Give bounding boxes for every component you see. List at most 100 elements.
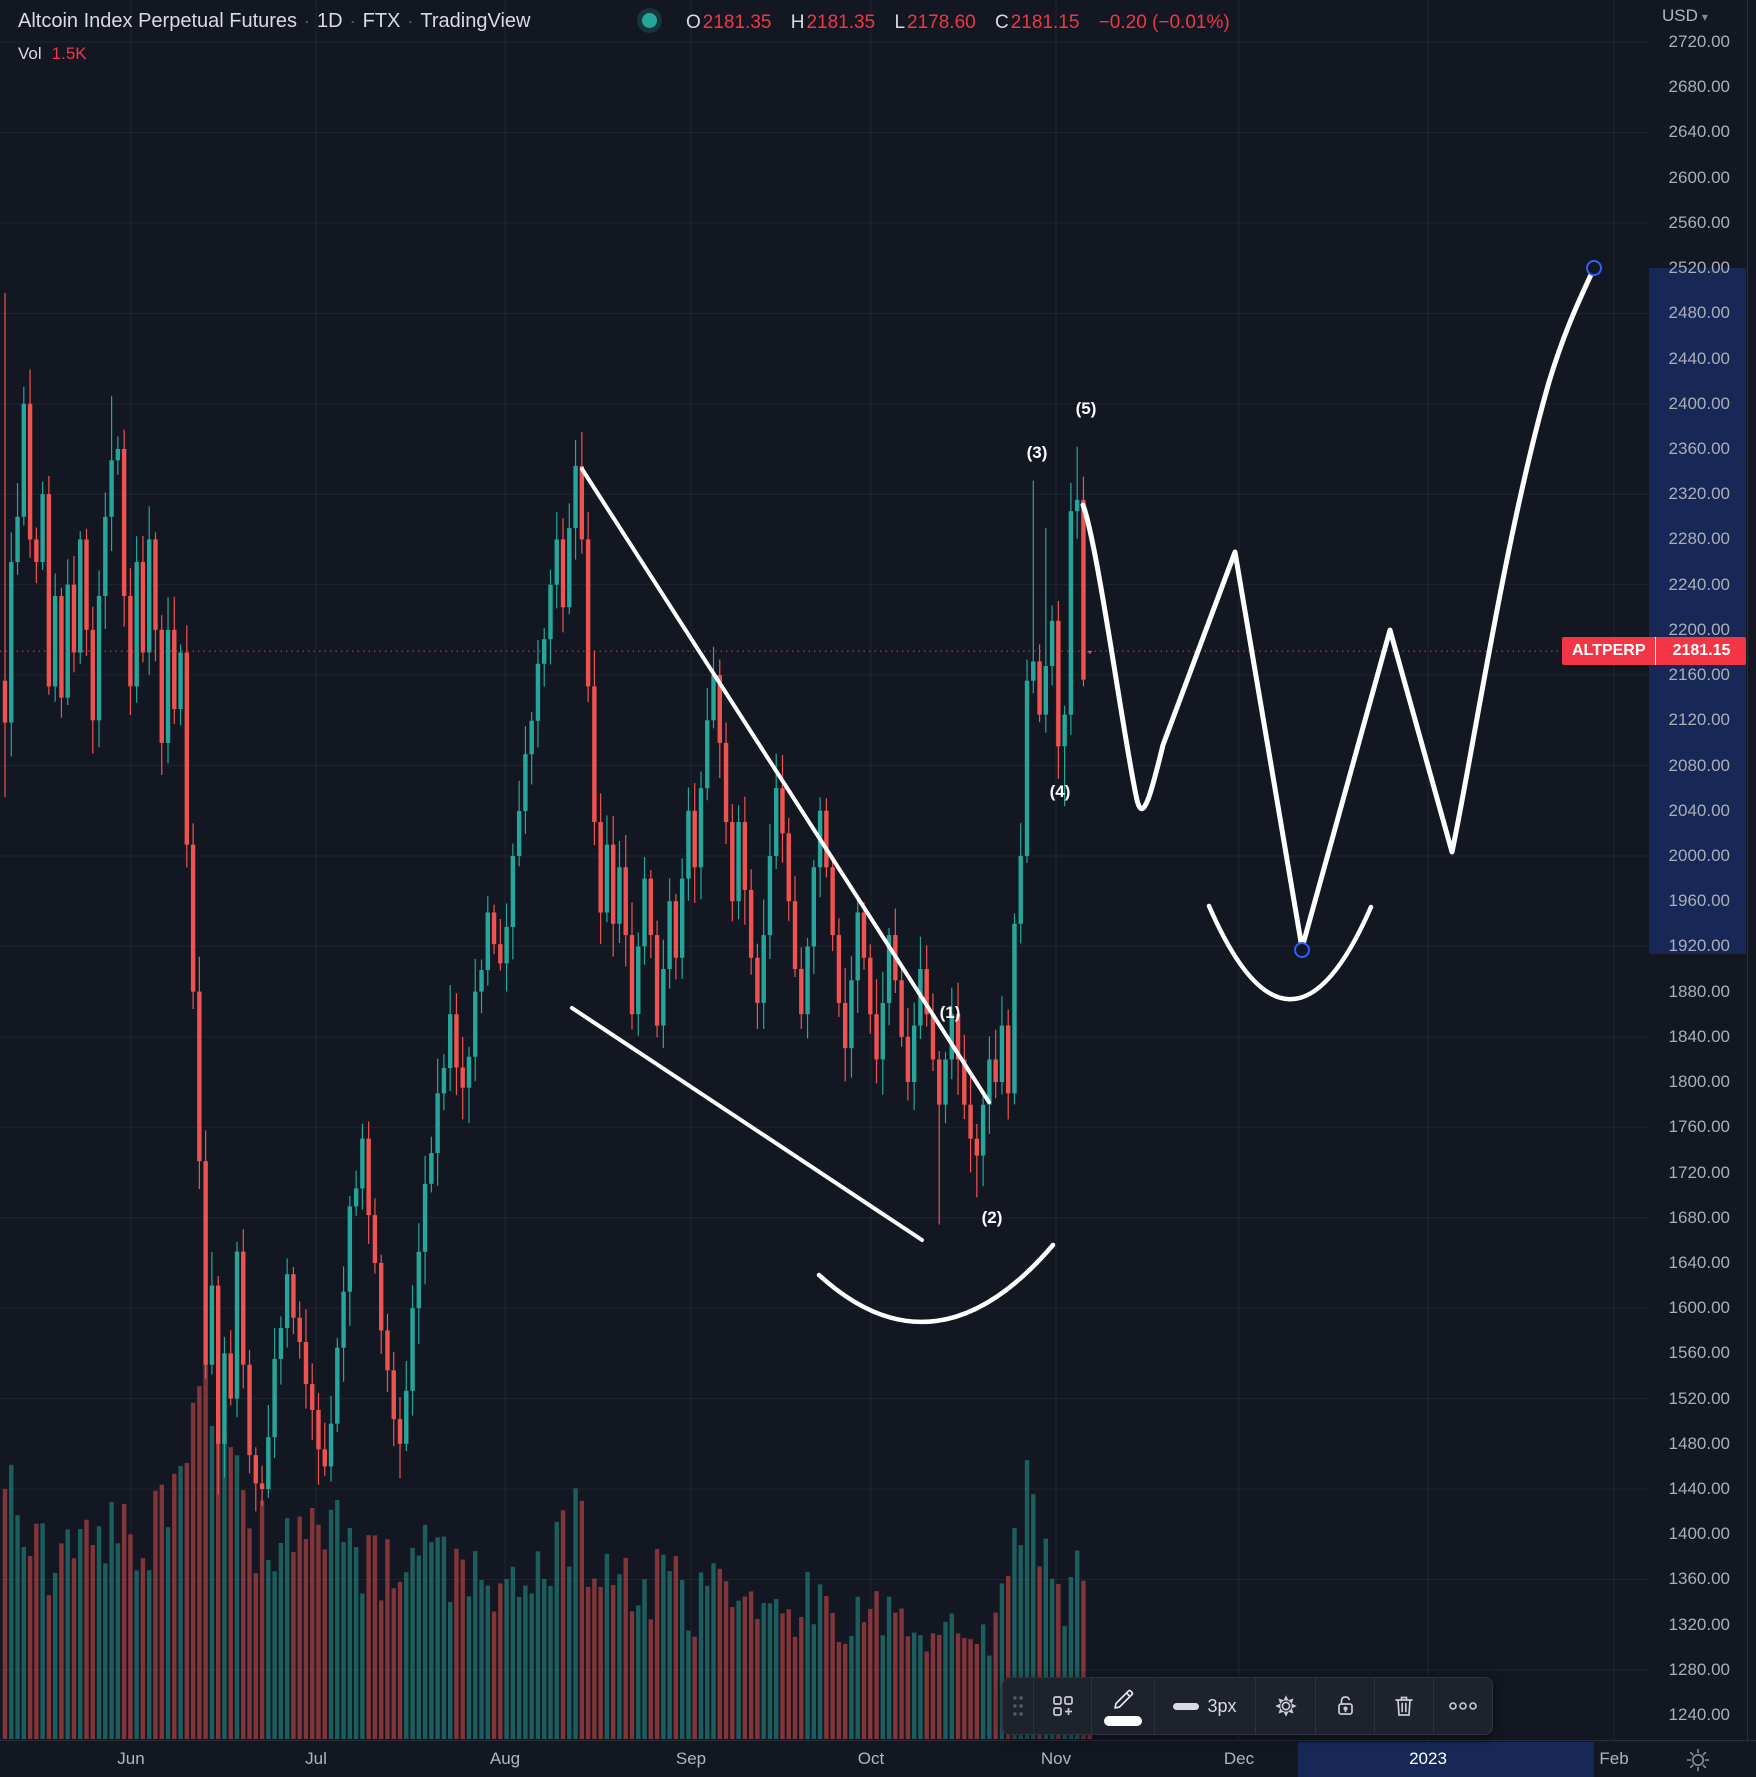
price-tick: 2680.00 <box>1668 77 1730 97</box>
toolbar-drag-handle[interactable] <box>1003 1678 1034 1734</box>
price-tick: 2520.00 <box>1668 258 1730 278</box>
bottom-arc-oct[interactable] <box>816 1242 1056 1325</box>
price-tick: 1640.00 <box>1668 1252 1730 1272</box>
settings-button[interactable] <box>1256 1678 1316 1734</box>
more-options-button[interactable] <box>1434 1678 1492 1734</box>
price-tick: 2560.00 <box>1668 212 1730 232</box>
open-value: 2181.35 <box>702 12 772 33</box>
price-tick: 1840.00 <box>1668 1026 1730 1046</box>
price-tick: 2120.00 <box>1668 710 1730 730</box>
delete-button[interactable] <box>1375 1678 1434 1734</box>
drawing-anchor-point[interactable] <box>1294 942 1310 958</box>
wave-label[interactable]: (1) <box>940 1003 961 1022</box>
price-tick: 1960.00 <box>1668 891 1730 911</box>
price-tick: 1680.00 <box>1668 1207 1730 1227</box>
price-tick: 1240.00 <box>1668 1705 1730 1725</box>
price-tick: 2000.00 <box>1668 845 1730 865</box>
low-value: 2178.60 <box>907 12 976 33</box>
time-tick-jul: Jul <box>305 1749 327 1768</box>
grid-layout-button[interactable] <box>1034 1678 1092 1734</box>
forecast-curve[interactable] <box>1080 265 1597 951</box>
drawing-anchor-point[interactable] <box>1586 260 1602 276</box>
wave-label[interactable]: (2) <box>982 1208 1003 1227</box>
bottom-arc-dec[interactable] <box>1206 903 1374 1002</box>
price-tick: 1520.00 <box>1668 1388 1730 1408</box>
wave-label[interactable]: (5) <box>1076 399 1097 418</box>
gridlines <box>0 0 1648 1740</box>
price-tick: 2720.00 <box>1668 32 1730 51</box>
platform-label: TradingView <box>420 10 531 32</box>
trash-icon <box>1395 1696 1413 1716</box>
wave-label[interactable]: (4) <box>1050 782 1071 801</box>
grid-add-icon <box>1052 1696 1073 1716</box>
high-value: 2181.35 <box>806 12 876 33</box>
drawing-toolbar: 3px <box>1002 1677 1493 1735</box>
time-tick-aug: Aug <box>489 1749 521 1768</box>
legend-separator: · <box>407 11 414 31</box>
price-tick: 1360.00 <box>1668 1569 1730 1589</box>
price-axis[interactable]: USD ▾ 2720.00 2680.00 2640.00 2600.00 2560.00… <box>1648 0 1756 1740</box>
drawings[interactable] <box>570 260 1602 1325</box>
legend-separator: · <box>304 11 311 31</box>
price-tick: 2480.00 <box>1668 303 1730 323</box>
gear-icon <box>1274 1695 1297 1717</box>
lock-button[interactable] <box>1316 1678 1375 1734</box>
price-tick: 1280.00 <box>1668 1659 1730 1679</box>
line-width-icon <box>1173 1702 1200 1710</box>
ohlc-readout: O 2181.35 H 2181.35 L 2178.60 C 2181.15 −0.2… <box>686 12 1230 34</box>
lock-open-icon <box>1338 1696 1353 1715</box>
line-width-label: 3px <box>1207 1695 1237 1716</box>
price-tick: 2360.00 <box>1668 438 1730 458</box>
time-tick-nov: Nov <box>1040 1749 1072 1768</box>
interval-label[interactable]: 1D <box>317 10 343 32</box>
price-tick: 2240.00 <box>1668 574 1730 594</box>
price-tick: 1320.00 <box>1668 1614 1730 1634</box>
exchange-label: FTX <box>362 10 401 32</box>
active-color-swatch[interactable] <box>1104 1715 1142 1726</box>
time-tick-feb: Feb <box>1599 1749 1629 1768</box>
currency-dropdown[interactable]: USD ▾ <box>1662 6 1708 26</box>
time-tick-sep: Sep <box>675 1749 707 1768</box>
time-tick-oct: Oct <box>857 1749 885 1768</box>
price-tick: 2040.00 <box>1668 800 1730 820</box>
theme-sun-icon[interactable] <box>1684 1746 1712 1774</box>
price-tick: 2600.00 <box>1668 167 1730 187</box>
line-width-button[interactable]: 3px <box>1155 1678 1256 1734</box>
market-status-dot[interactable] <box>642 13 657 28</box>
price-tick: 1880.00 <box>1668 981 1730 1001</box>
low-label: L <box>894 12 906 33</box>
price-tick: 1720.00 <box>1668 1162 1730 1182</box>
lower-wedge-line[interactable] <box>570 1006 924 1242</box>
ellipsis-icon <box>1449 1702 1477 1710</box>
chart-legend[interactable]: Altcoin Index Perpetual Futures · 1D · FTX · T… <box>18 10 530 33</box>
high-label: H <box>790 12 805 33</box>
wave-label[interactable]: (3) <box>1027 443 1048 462</box>
last-price-tag[interactable]: ALTPERP 2181.15 <box>1562 637 1747 666</box>
price-tick: 1920.00 <box>1668 936 1730 956</box>
symbol-title[interactable]: Altcoin Index Perpetual Futures <box>18 10 298 32</box>
price-tick: 2320.00 <box>1668 484 1730 504</box>
price-tick: 1800.00 <box>1668 1072 1730 1092</box>
pencil-tool-button[interactable] <box>1092 1678 1155 1734</box>
price-tick: 2280.00 <box>1668 529 1730 549</box>
price-tick: 1560.00 <box>1668 1343 1730 1363</box>
price-tick: 1600.00 <box>1668 1298 1730 1318</box>
price-axis-border <box>1747 0 1748 1740</box>
candlesticks <box>2 292 1092 1512</box>
drag-dots-icon <box>1013 1696 1023 1716</box>
time-tick-jun: Jun <box>117 1749 145 1768</box>
time-axis-selection-highlight <box>1298 1742 1594 1777</box>
price-tick: 2440.00 <box>1668 348 1730 368</box>
time-tick-2023: 2023 <box>1409 1749 1447 1768</box>
price-tick: 1400.00 <box>1668 1524 1730 1544</box>
volume-label: Vol <box>18 44 42 63</box>
time-axis[interactable]: Jun Jul Aug Sep Oct Nov Dec 2023 Feb <box>0 1740 1756 1777</box>
time-tick-dec: Dec <box>1223 1749 1255 1768</box>
upper-wedge-line[interactable] <box>580 467 991 1104</box>
close-value: 2181.15 <box>1010 12 1080 33</box>
change-value: −0.20 (−0.01%) <box>1098 12 1230 33</box>
last-price-value: 2181.15 <box>1656 637 1747 666</box>
price-tick: 1760.00 <box>1668 1117 1730 1137</box>
chevron-down-icon: ▾ <box>1701 10 1708 24</box>
